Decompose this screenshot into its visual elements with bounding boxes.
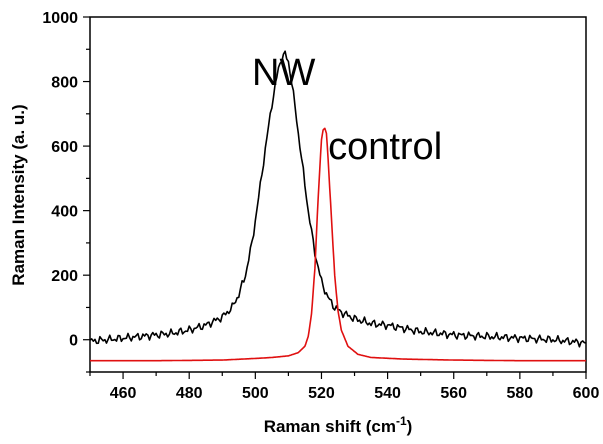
- x-tick-label: 520: [308, 385, 335, 402]
- x-axis-title-sup: -1: [396, 414, 407, 428]
- y-tick-label: 400: [51, 204, 78, 221]
- x-axis-title-suffix: ): [407, 417, 413, 436]
- x-tick-label: 560: [440, 385, 467, 402]
- series-layer: [89, 50, 587, 362]
- axis-ticks: [83, 16, 587, 379]
- y-tick-label: 200: [51, 268, 78, 285]
- x-tick-label: 500: [242, 385, 269, 402]
- y-tick-label: 800: [51, 75, 78, 92]
- x-axis-title-main: Raman shift (cm: [264, 417, 396, 436]
- plot-frame: [89, 16, 587, 373]
- x-axis-title: Raman shift (cm-1): [264, 414, 413, 436]
- x-tick-label: 480: [176, 385, 203, 402]
- x-tick-label: 460: [110, 385, 137, 402]
- annotation-nw: NW: [252, 52, 315, 94]
- x-tick-label: 600: [573, 385, 600, 402]
- y-tick-label: 0: [69, 333, 78, 350]
- y-axis-title: Raman Intensity (a. u.): [9, 104, 28, 285]
- annotation-control: control: [328, 126, 442, 168]
- x-tick-label: 540: [374, 385, 401, 402]
- y-tick-label: 600: [51, 139, 78, 156]
- series-line-1: [90, 127, 587, 362]
- tick-labels: 460 480 500 520 540 560 580 600 0 200 400 600 800 100…: [42, 10, 599, 402]
- y-tick-label: 1000: [42, 10, 78, 27]
- x-tick-label: 580: [507, 385, 534, 402]
